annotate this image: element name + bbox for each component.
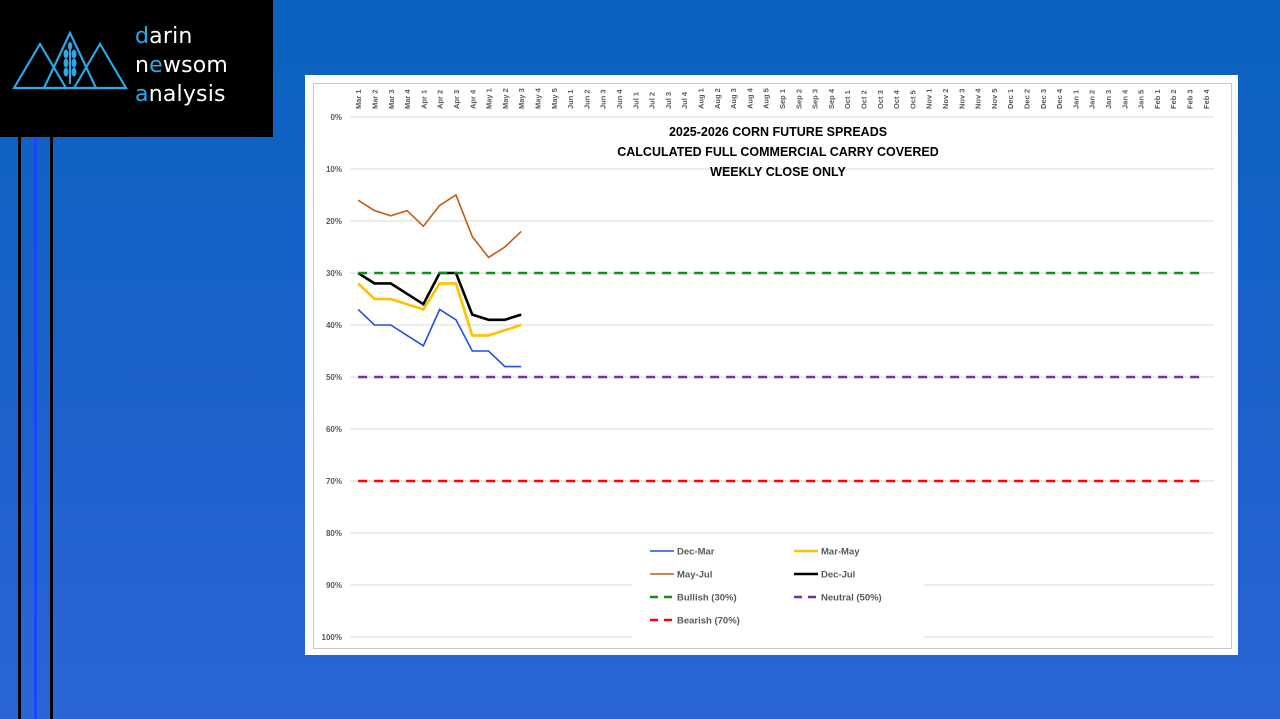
y-tick-label: 70% [326,477,342,486]
legend-label: Mar-May [821,547,860,558]
x-tick-label: Aug 1 [696,88,705,109]
x-tick-label: Aug 3 [729,88,738,109]
x-tick-label: Nov 3 [957,89,966,109]
x-tick-label: Oct 2 [860,90,869,109]
legend-box [632,542,924,643]
x-tick-label: Mar 1 [354,89,363,109]
legend-label: Bearish (70%) [677,616,740,627]
y-tick-label: 50% [326,373,342,382]
x-tick-label: Dec 3 [1039,89,1048,109]
x-tick-label: May 4 [533,87,542,109]
legend-label: Dec-Mar [677,547,715,558]
x-tick-label: Mar 3 [387,89,396,109]
y-tick-label: 100% [322,633,342,642]
x-tick-label: Jan 1 [1071,90,1080,109]
x-tick-label: Jul 2 [648,92,657,109]
x-tick-label: Apr 4 [468,89,477,109]
x-tick-label: Jan 2 [1088,90,1097,109]
x-tick-label: Mar 2 [370,89,379,109]
y-tick-label: 10% [326,165,342,174]
legend-label: May-Jul [677,570,712,581]
x-tick-label: Oct 4 [892,89,901,109]
x-tick-label: Aug 2 [713,88,722,109]
y-tick-label: 90% [326,581,342,590]
y-tick-label: 0% [330,113,342,122]
chart-title-line: 2025-2026 CORN FUTURE SPREADS [669,125,887,139]
x-tick-label: Oct 3 [876,90,885,109]
x-tick-label: Jul 3 [664,92,673,109]
x-tick-label: May 1 [485,88,494,109]
y-tick-label: 80% [326,529,342,538]
sidebar-line-3 [50,137,53,719]
logo-wordmark: darin newsom analysis [135,24,229,107]
x-tick-label: Jun 2 [582,89,591,109]
x-tick-label: Feb 1 [1153,89,1162,109]
x-tick-label: Sep 2 [794,89,803,109]
series-line-dec-jul [357,271,522,322]
x-tick-label: Dec 1 [1006,89,1015,109]
logo-block: darin newsom analysis [0,0,273,137]
series-line-dec-mar [357,308,522,368]
sidebar-line-2 [34,137,37,719]
y-tick-label: 20% [326,217,342,226]
x-tick-label: May 2 [501,88,510,109]
y-tick-label: 60% [326,425,342,434]
series-line-mar-may [357,282,522,337]
x-tick-label: Jan 3 [1104,90,1113,109]
chart-area: 0% 10% 20% 30% 40% 50% 60% 70% 80% 90% 100% Mar 1 Ma… [313,83,1232,649]
x-tick-label: Nov 4 [974,88,983,109]
sidebar-line-1 [18,137,21,719]
mountain-wheat-logo-icon [12,30,128,90]
x-tick-label: Mar 4 [403,89,412,109]
x-tick-label: Dec 2 [1023,89,1032,109]
x-tick-label: May 3 [517,88,526,109]
legend-label: Neutral (50%) [821,593,882,604]
x-tick-label: Sep 1 [778,89,787,109]
x-tick-label: Feb 2 [1169,89,1178,109]
y-tick-label: 30% [326,269,342,278]
x-tick-label: Nov 1 [925,89,934,109]
x-tick-label: May 5 [550,88,559,109]
x-tick-label: Nov 2 [941,89,950,109]
x-tick-label: Aug 4 [745,87,754,109]
x-tick-label: Apr 3 [452,90,461,109]
spread-line-chart: 0% 10% 20% 30% 40% 50% 60% 70% 80% 90% 100% Mar 1 Ma… [322,87,1214,643]
legend-label: Dec-Jul [821,570,855,581]
x-tick-label: Jan 5 [1137,90,1146,109]
x-tick-label: Dec 4 [1055,88,1064,109]
legend-label: Bullish (30%) [677,593,737,604]
chart-frame: 0% 10% 20% 30% 40% 50% 60% 70% 80% 90% 100% Mar 1 Ma… [305,75,1238,655]
chart-title-line: CALCULATED FULL COMMERCIAL CARRY COVERED [617,145,939,159]
x-tick-label: Jul 4 [680,91,689,109]
x-tick-label: Jul 1 [631,92,640,109]
x-tick-label: Feb 4 [1202,89,1211,109]
x-tick-label: Apr 1 [419,90,428,109]
x-tick-label: Sep 4 [827,88,836,109]
x-tick-label: Jan 4 [1120,89,1129,109]
x-tick-label: Oct 1 [843,90,852,109]
x-tick-label: Sep 3 [811,89,820,109]
chart-title-line: WEEKLY CLOSE ONLY [710,165,846,179]
x-tick-label: Jun 4 [615,89,624,109]
series-line-may-jul [357,193,522,259]
x-tick-label: Jun 3 [599,89,608,109]
y-tick-label: 40% [326,321,342,330]
x-tick-label: Oct 5 [908,90,917,109]
x-tick-label: Nov 5 [990,89,999,109]
x-tick-label: Aug 5 [762,88,771,109]
x-tick-label: Apr 2 [436,90,445,109]
x-tick-label: Jun 1 [566,89,575,109]
x-tick-label: Feb 3 [1186,89,1195,109]
